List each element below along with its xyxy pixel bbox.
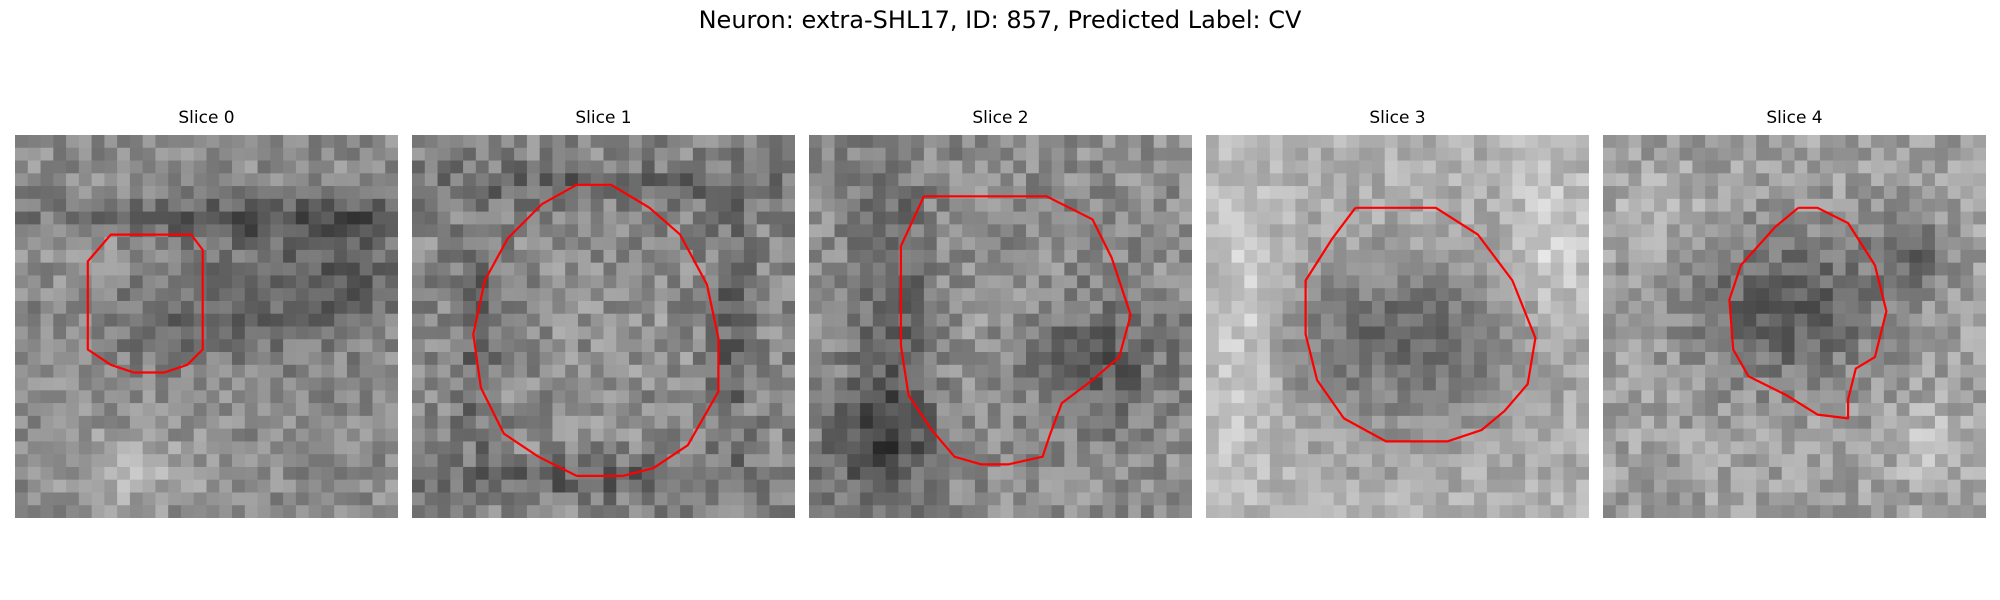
pixel-grid — [15, 135, 398, 518]
segmentation-outline — [472, 183, 720, 477]
pixel-grid — [1206, 135, 1589, 518]
segmentation-outline — [899, 195, 1132, 466]
slice-image-2 — [809, 135, 1192, 518]
pixel-grid — [1603, 135, 1986, 518]
slice-title-4: Slice 4 — [1766, 108, 1823, 128]
slice-title-0: Slice 0 — [178, 108, 235, 128]
slice-image-4 — [1603, 135, 1986, 518]
slice-title-1: Slice 1 — [575, 108, 632, 128]
segmentation-outline — [1728, 206, 1888, 420]
slice-image-svg — [15, 135, 398, 518]
slice-image-svg — [412, 135, 795, 518]
slice-title-2: Slice 2 — [972, 108, 1029, 128]
slice-image-1 — [412, 135, 795, 518]
slice-image-svg — [809, 135, 1192, 518]
slice-title-3: Slice 3 — [1369, 108, 1426, 128]
slice-image-0 — [15, 135, 398, 518]
figure-title: Neuron: extra-SHL17, ID: 857, Predicted … — [698, 6, 1302, 34]
segmentation-outline — [86, 233, 204, 374]
pixel-grid — [412, 135, 795, 518]
slice-image-svg — [1206, 135, 1589, 518]
pixel-grid — [809, 135, 1192, 518]
slice-image-svg — [1603, 135, 1986, 518]
segmentation-outline — [1304, 206, 1537, 443]
slice-image-3 — [1206, 135, 1589, 518]
